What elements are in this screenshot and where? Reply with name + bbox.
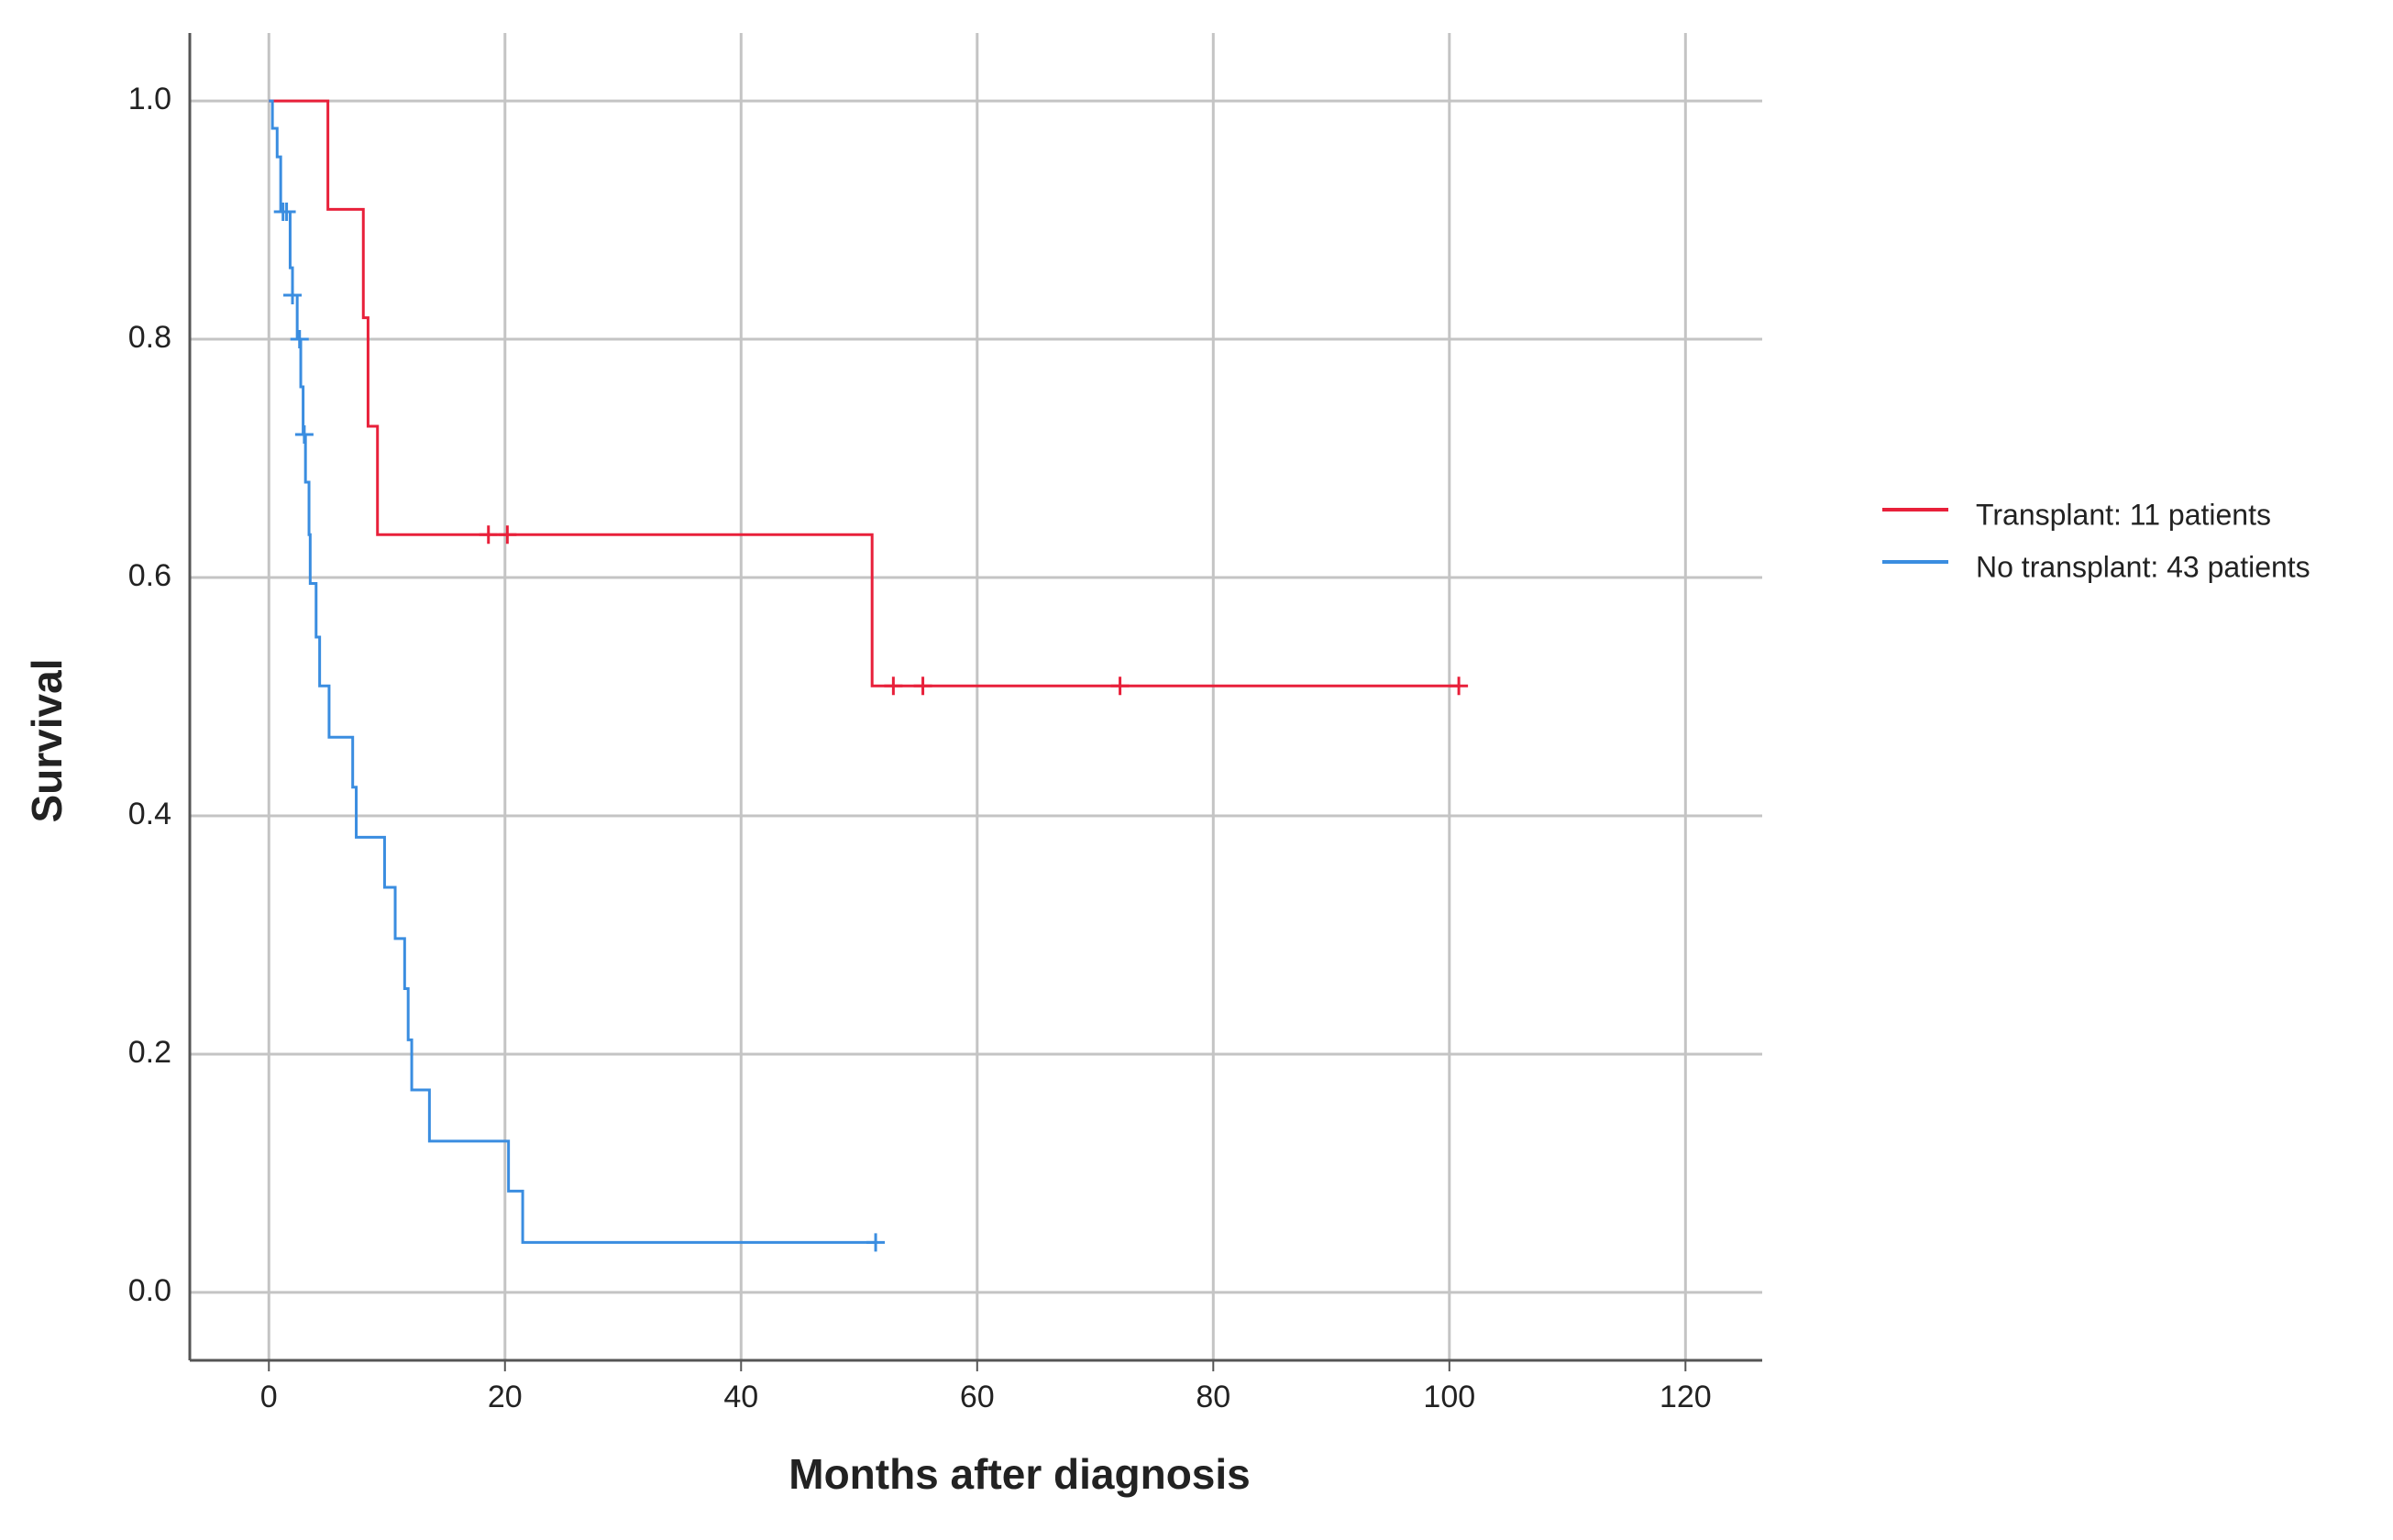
y-tick-label: 0.0 [128,1273,171,1308]
y-tick-label: 0.4 [128,797,171,831]
survival-curve [269,99,1460,688]
y-tick-label: 0.6 [128,558,171,593]
censor-mark [498,525,517,544]
y-axis-label: Survival [23,659,71,823]
censor-mark [1450,676,1469,696]
censor-mark [884,676,903,696]
x-tick-label: 100 [1423,1380,1475,1414]
x-axis-label: Months after diagnosis [788,1450,1250,1498]
survival-curve [269,99,877,1244]
censor-mark [866,1233,886,1252]
y-tick-label: 1.0 [128,82,171,116]
legend-label: Transplant: 11 patients [1976,498,2271,531]
censor-mark [913,676,932,696]
censor-mark [277,202,296,221]
legend-label: No transplant: 43 patients [1976,550,2310,583]
x-tick-label: 0 [260,1380,278,1414]
censor-mark [479,525,498,544]
x-tick-label: 80 [1196,1380,1230,1414]
censor-mark [294,425,314,445]
x-tick-label: 40 [723,1380,758,1414]
x-tick-label: 60 [960,1380,995,1414]
censor-mark [283,285,303,304]
y-tick-label: 0.8 [128,320,171,355]
x-tick-label: 120 [1660,1380,1712,1414]
x-tick-label: 20 [488,1380,523,1414]
censor-mark [290,330,309,349]
y-tick-label: 0.2 [128,1035,171,1070]
censor-mark [1110,676,1130,696]
